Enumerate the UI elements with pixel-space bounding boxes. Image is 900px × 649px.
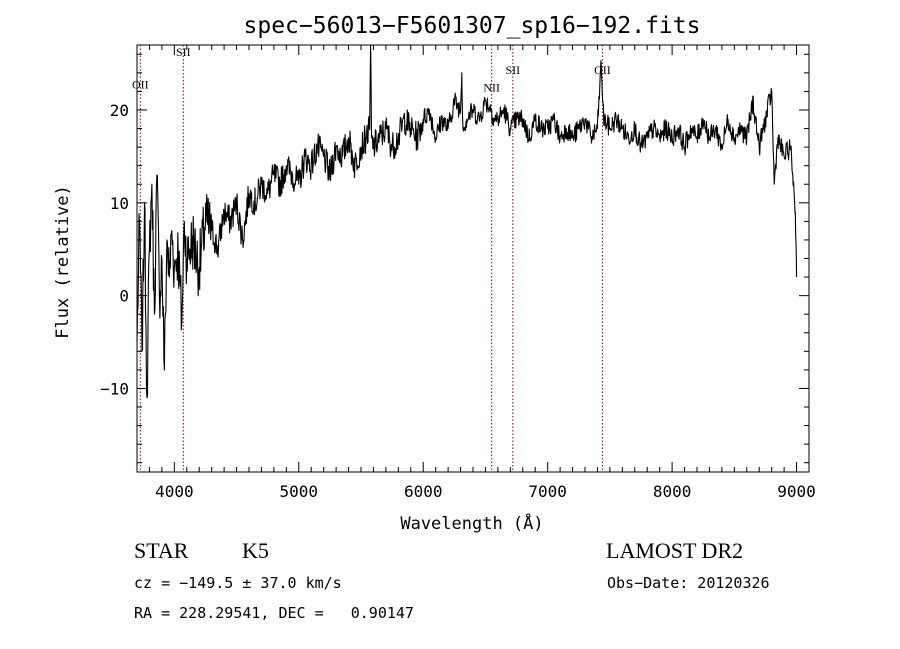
obs-date-text: Obs−Date: 20120326 bbox=[607, 574, 770, 592]
emission-line-label: SII bbox=[176, 45, 191, 59]
y-axis-label: Flux (relative) bbox=[53, 185, 73, 339]
chart-title: spec−56013−F5601307_sp16−192.fits bbox=[244, 13, 701, 39]
x-tick-label: 5000 bbox=[280, 482, 319, 501]
emission-line-label: SII bbox=[505, 63, 520, 77]
y-tick-labels: −10 0 10 20 bbox=[100, 101, 129, 398]
x-tick-label: 6000 bbox=[404, 482, 443, 501]
x-tick-label: 8000 bbox=[653, 482, 692, 501]
y-tick-label: 10 bbox=[110, 194, 129, 213]
y-tick-label: 0 bbox=[119, 287, 129, 306]
emission-line-label: NII bbox=[483, 80, 500, 94]
emission-line-label: OII bbox=[132, 78, 149, 92]
x-tick-label: 7000 bbox=[528, 482, 567, 501]
x-tick-label: 4000 bbox=[155, 482, 194, 501]
object-class: STAR bbox=[134, 538, 189, 563]
plot-frame bbox=[136, 44, 810, 473]
y-tick-label: 20 bbox=[110, 101, 129, 120]
spectrum-line bbox=[136, 44, 798, 399]
redshift-text: cz = −149.5 ± 37.0 km/s bbox=[134, 574, 342, 592]
object-subclass: K5 bbox=[242, 538, 269, 563]
emission-line-labels: OII SII NII SII OII bbox=[132, 45, 611, 94]
x-axis-label: Wavelength (Å) bbox=[400, 512, 543, 534]
x-tick-label: 9000 bbox=[777, 482, 816, 501]
emission-line-label: OII bbox=[594, 63, 611, 77]
y-tick-label: −10 bbox=[100, 379, 129, 398]
survey-name: LAMOST DR2 bbox=[606, 538, 744, 563]
coordinates-text: RA = 228.29541, DEC = 0.90147 bbox=[134, 604, 414, 622]
axis-ticks bbox=[136, 45, 810, 472]
x-tick-labels: 4000 5000 6000 7000 8000 9000 bbox=[155, 482, 816, 501]
